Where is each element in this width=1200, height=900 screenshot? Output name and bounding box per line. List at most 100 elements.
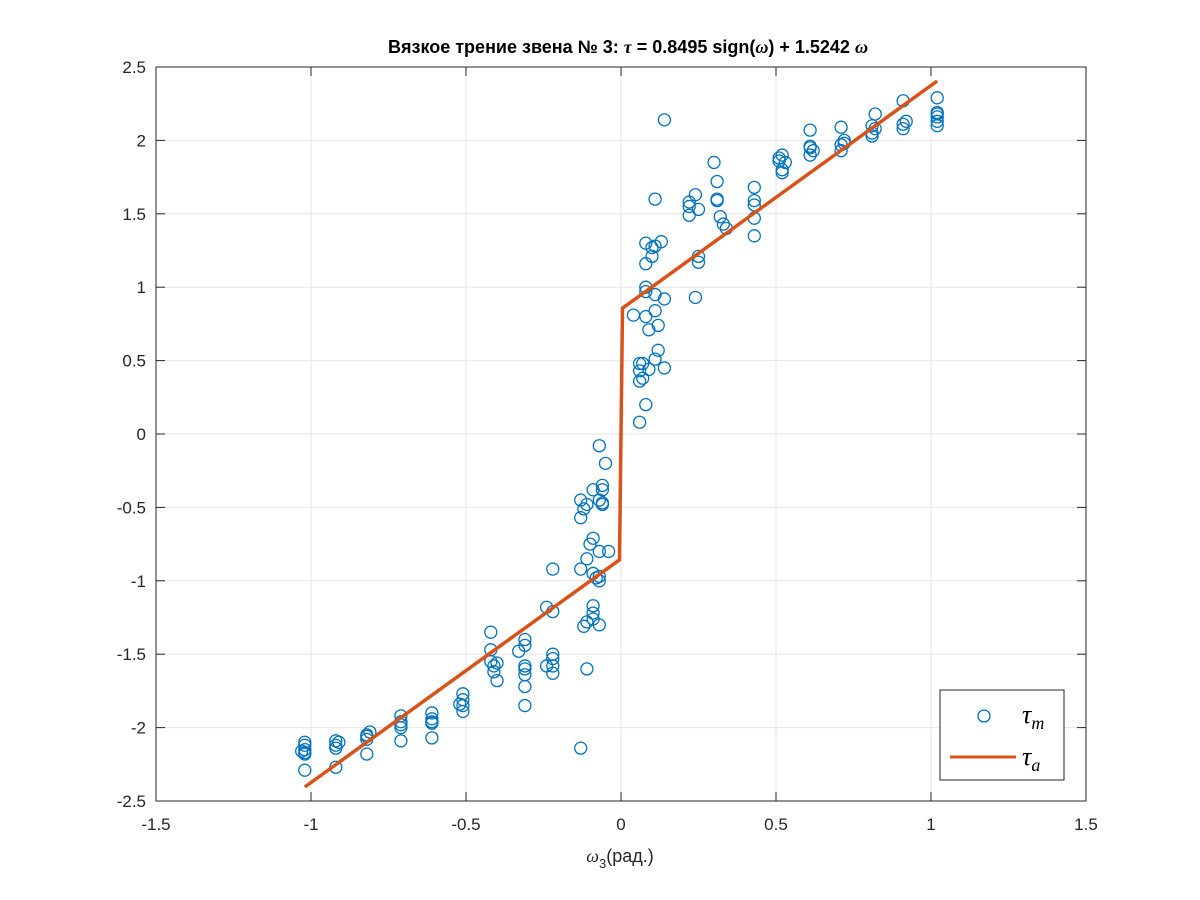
- x-label-omega: ω: [586, 846, 599, 866]
- data-point-measured: [580, 662, 594, 676]
- x-tick-label: 1: [926, 815, 935, 834]
- x-axis-label: ω3(рад.): [586, 846, 653, 871]
- data-point-measured: [456, 693, 470, 707]
- data-point-measured: [595, 483, 610, 497]
- data-point-measured: [487, 659, 501, 673]
- data-point-measured: [484, 654, 498, 669]
- legend-label-measured: τm: [1022, 700, 1044, 733]
- measured-points-series: [295, 91, 944, 777]
- data-point-measured: [688, 188, 703, 202]
- data-point-measured: [518, 698, 532, 713]
- data-point-measured: [586, 606, 600, 620]
- data-point-measured: [518, 679, 532, 694]
- legend-measured-sub: m: [1031, 713, 1044, 733]
- data-point-measured: [899, 114, 913, 128]
- x-tick-label: 0: [616, 815, 625, 834]
- y-tick-label: 2: [137, 131, 146, 150]
- data-point-measured: [580, 552, 594, 566]
- data-point-measured: [546, 562, 560, 576]
- data-point-measured: [574, 741, 588, 755]
- x-tick-label: 0.5: [764, 815, 788, 834]
- title-tau: τ: [624, 37, 633, 57]
- data-point-measured: [592, 544, 606, 559]
- data-point-measured: [601, 544, 616, 559]
- legend-approx-sub: a: [1031, 755, 1040, 775]
- y-tick-labels: -2.5 -2 -1.5 -1 -0.5 0 0.5 1 1.5 2 2.5: [117, 58, 146, 811]
- data-point-measured: [806, 144, 820, 158]
- axis-ticks: [155, 66, 1087, 802]
- data-point-measured: [484, 625, 498, 639]
- data-point-measured: [803, 123, 817, 137]
- y-tick-label: -1.5: [117, 645, 146, 664]
- data-point-measured: [539, 659, 554, 673]
- x-tick-label: -1: [303, 815, 318, 834]
- data-point-measured: [487, 665, 501, 679]
- y-tick-label: 1: [137, 278, 146, 297]
- data-point-measured: [747, 180, 761, 195]
- data-point-measured: [394, 734, 408, 748]
- data-point-measured: [546, 659, 560, 673]
- data-point-measured: [657, 361, 672, 375]
- data-point-measured: [639, 284, 653, 299]
- data-point-measured: [868, 107, 882, 121]
- data-point-measured: [639, 397, 653, 412]
- data-point-measured: [775, 163, 789, 177]
- data-point-measured: [930, 114, 944, 128]
- data-point-measured: [834, 144, 848, 158]
- data-point-measured: [778, 155, 792, 170]
- data-point-measured: [518, 632, 532, 647]
- title-omega-2: ω: [855, 37, 868, 57]
- y-tick-label: -2.5: [117, 792, 146, 811]
- data-point-measured: [648, 352, 662, 366]
- data-point-measured: [716, 217, 730, 231]
- legend-box: [939, 689, 1065, 781]
- x-tick-labels: -1.5 -1 -0.5 0 0.5 1 1.5: [141, 815, 1097, 834]
- y-tick-label: 1.5: [122, 205, 146, 224]
- data-point-measured: [710, 192, 724, 206]
- data-point-measured: [490, 673, 504, 688]
- data-point-measured: [626, 308, 641, 322]
- data-point-measured: [747, 229, 761, 243]
- data-point-measured: [394, 709, 408, 723]
- title-mid: ) + 1.5242: [768, 37, 855, 57]
- data-point-measured: [595, 497, 610, 512]
- data-point-measured: [803, 139, 817, 153]
- data-point-measured: [651, 318, 665, 333]
- data-point-measured: [710, 174, 724, 189]
- data-point-measured: [586, 599, 600, 613]
- data-point-measured: [425, 706, 439, 720]
- data-point-measured: [636, 371, 650, 385]
- data-point-measured: [632, 415, 647, 429]
- data-point-measured: [592, 439, 606, 453]
- x-tick-label: -1.5: [141, 815, 170, 834]
- data-point-measured: [707, 155, 721, 170]
- data-point-measured: [329, 738, 343, 752]
- data-point-measured: [490, 656, 504, 670]
- x-label-sub: 3: [599, 856, 606, 871]
- x-tick-label: 1.5: [1074, 815, 1098, 834]
- data-point-measured: [595, 478, 610, 493]
- data-point-measured: [645, 249, 659, 264]
- data-point-measured: [577, 619, 591, 633]
- data-point-measured: [834, 120, 848, 134]
- data-point-measured: [592, 618, 606, 632]
- y-tick-label: 0: [137, 425, 146, 444]
- data-point-measured: [453, 697, 467, 711]
- chart-title: Вязкое трение звена № 3: τ = 0.8495 sign…: [388, 37, 868, 57]
- approximation-line: [303, 79, 939, 789]
- data-point-measured: [295, 744, 309, 758]
- data-point-measured: [518, 659, 532, 673]
- data-point-measured: [592, 569, 606, 584]
- data-point-measured: [688, 290, 703, 305]
- data-point-measured: [803, 148, 817, 162]
- data-point-measured: [632, 374, 647, 388]
- legend-approx-symbol: τ: [1022, 742, 1033, 771]
- data-point-measured: [930, 91, 944, 105]
- data-point-measured: [518, 662, 532, 676]
- data-point-measured: [632, 356, 647, 371]
- y-tick-label: -0.5: [117, 498, 146, 517]
- data-point-measured: [651, 343, 665, 357]
- title-eq: = 0.8495 sign(: [632, 37, 756, 57]
- data-point-measured: [648, 192, 662, 206]
